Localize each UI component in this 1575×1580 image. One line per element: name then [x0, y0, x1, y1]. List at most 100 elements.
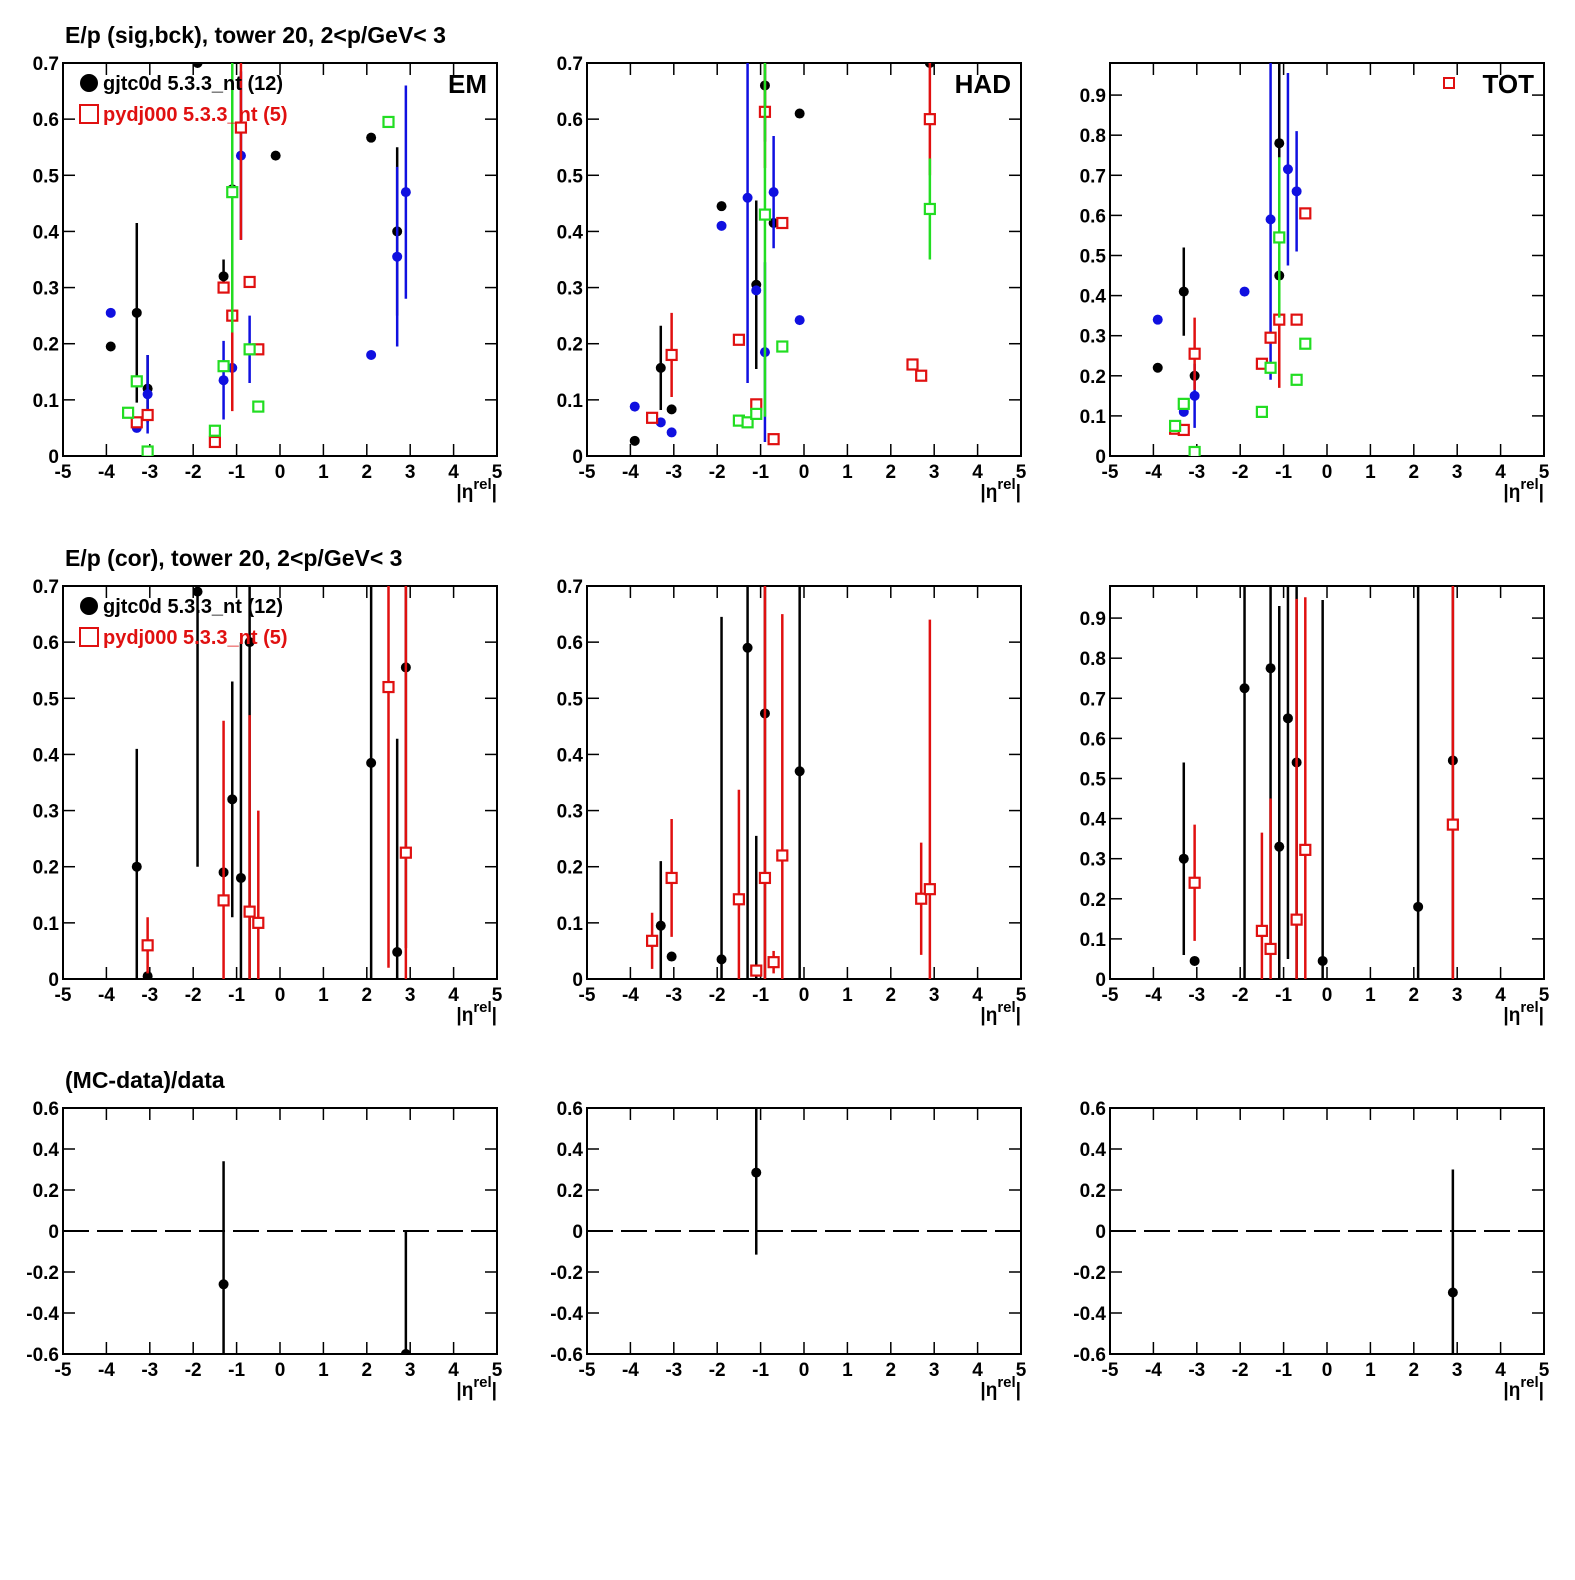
plot-area	[751, 1108, 762, 1255]
point	[142, 971, 153, 979]
x-axis-label: |ηrel|	[1503, 476, 1544, 503]
point	[243, 343, 256, 356]
y-tick-label: 0.8	[1080, 126, 1106, 147]
legend-label: gjtc0d 5.3.3_nt (12)	[103, 73, 283, 95]
plot-area	[218, 1161, 411, 1354]
x-tick-label: 5	[1539, 462, 1550, 483]
x-label-part: |	[1539, 1005, 1544, 1026]
y-tick-label: 0.9	[1080, 86, 1106, 107]
x-label-part: |	[1016, 1380, 1021, 1401]
point	[366, 349, 377, 360]
y-tick-label: 0.2	[1080, 890, 1106, 911]
y-tick-label: -0.6	[550, 1345, 583, 1366]
x-tick-label: 1	[842, 985, 853, 1006]
y-tick-label: 0.9	[1080, 609, 1106, 630]
y-tick-label: 0.4	[33, 222, 60, 243]
y-tick-label: -0.2	[550, 1263, 583, 1284]
y-tick-label: 0.7	[557, 54, 583, 75]
plot-area	[629, 63, 936, 446]
point	[105, 307, 116, 318]
x-tick-label: 3	[405, 985, 416, 1006]
x-tick-label: 2	[362, 985, 373, 1006]
x-tick-label: 2	[1409, 462, 1420, 483]
point	[1152, 362, 1163, 373]
point	[776, 340, 789, 353]
y-tick-label: 0.1	[557, 914, 584, 935]
point	[217, 894, 230, 907]
x-tick-label: -2	[1232, 1360, 1249, 1381]
y-tick-label: 0.5	[1080, 246, 1107, 267]
y-tick-label: -0.2	[26, 1263, 59, 1284]
y-tick-label: 0.6	[1080, 1099, 1106, 1120]
x-tick-label: -4	[98, 985, 115, 1006]
point	[235, 872, 246, 883]
x-tick-label: -4	[1145, 462, 1162, 483]
x-tick-label: 0	[799, 1360, 810, 1381]
plot-frame	[1109, 62, 1545, 457]
point	[666, 427, 677, 438]
y-tick-label: 0.1	[33, 391, 60, 412]
x-tick-label: 3	[929, 1360, 940, 1381]
x-label-part: |η	[456, 482, 473, 503]
x-tick-label: -4	[622, 1360, 639, 1381]
x-axis-label: |ηrel|	[456, 999, 497, 1026]
point	[915, 892, 928, 905]
point	[1189, 955, 1200, 966]
panel: E/p (sig,bck), tower 20, 2<p/GeV< 3 -5 -4 -…	[33, 22, 503, 503]
point	[741, 416, 754, 429]
x-tick-label: -2	[1232, 985, 1249, 1006]
x-label-part: |η	[980, 1005, 997, 1026]
x-tick-label: 2	[886, 1360, 897, 1381]
x-tick-label: -5	[1102, 462, 1119, 483]
point	[776, 849, 789, 862]
point	[1273, 231, 1286, 244]
plot-frame	[1109, 585, 1545, 980]
x-tick-label: 1	[842, 462, 853, 483]
x-tick-label: 1	[1365, 462, 1376, 483]
point	[794, 315, 805, 326]
y-tick-label: 0.1	[1080, 930, 1107, 951]
x-label-part: |η	[1503, 1005, 1520, 1026]
point	[192, 63, 203, 68]
point	[629, 435, 640, 446]
x-tick-label: -1	[752, 985, 769, 1006]
point	[1291, 186, 1302, 197]
x-label-part: |η	[456, 1380, 473, 1401]
point	[1299, 337, 1312, 350]
x-tick-label: -1	[228, 462, 245, 483]
point	[105, 341, 116, 352]
x-label-part: |η	[1503, 1380, 1520, 1401]
x-tick-label: 2	[886, 462, 897, 483]
x-tick-label: -3	[1188, 985, 1205, 1006]
annotation: EM	[448, 69, 487, 99]
point	[1188, 347, 1201, 360]
x-label-part: |η	[1503, 482, 1520, 503]
x-axis-label: |ηrel|	[456, 1374, 497, 1401]
y-tick-label: 0.7	[1080, 689, 1106, 710]
x-tick-label: -4	[622, 985, 639, 1006]
point	[645, 934, 659, 947]
point	[392, 947, 403, 958]
point	[1188, 876, 1201, 889]
panel: -5 -4 -3 -2 -1 0 1 2 3 4 5 0 0.1 0.2 0.3 0.4 0.5 0.6 0.7 0.…	[1080, 62, 1550, 503]
x-tick-label: -2	[185, 985, 202, 1006]
point	[218, 375, 229, 386]
point	[665, 348, 678, 362]
plot-area	[1152, 63, 1312, 456]
x-tick-label: -4	[1145, 985, 1162, 1006]
chart-title: E/p (cor), tower 20, 2<p/GeV< 3	[65, 545, 402, 571]
point	[208, 424, 221, 437]
y-tick-label: 0.4	[33, 1140, 60, 1161]
x-tick-label: -3	[665, 462, 682, 483]
x-tick-label: 2	[886, 985, 897, 1006]
y-tick-label: 0.4	[557, 745, 584, 766]
y-tick-label: 0	[572, 447, 583, 468]
point	[794, 766, 805, 777]
y-tick-label: 0	[1095, 1222, 1106, 1243]
x-tick-label: 3	[929, 985, 940, 1006]
x-label-part: rel	[997, 476, 1015, 493]
point	[1255, 924, 1269, 937]
legend-label: pydj000 5.3.3_nt (5)	[103, 104, 288, 126]
point	[1290, 913, 1303, 926]
x-tick-label: 5	[1016, 462, 1027, 483]
